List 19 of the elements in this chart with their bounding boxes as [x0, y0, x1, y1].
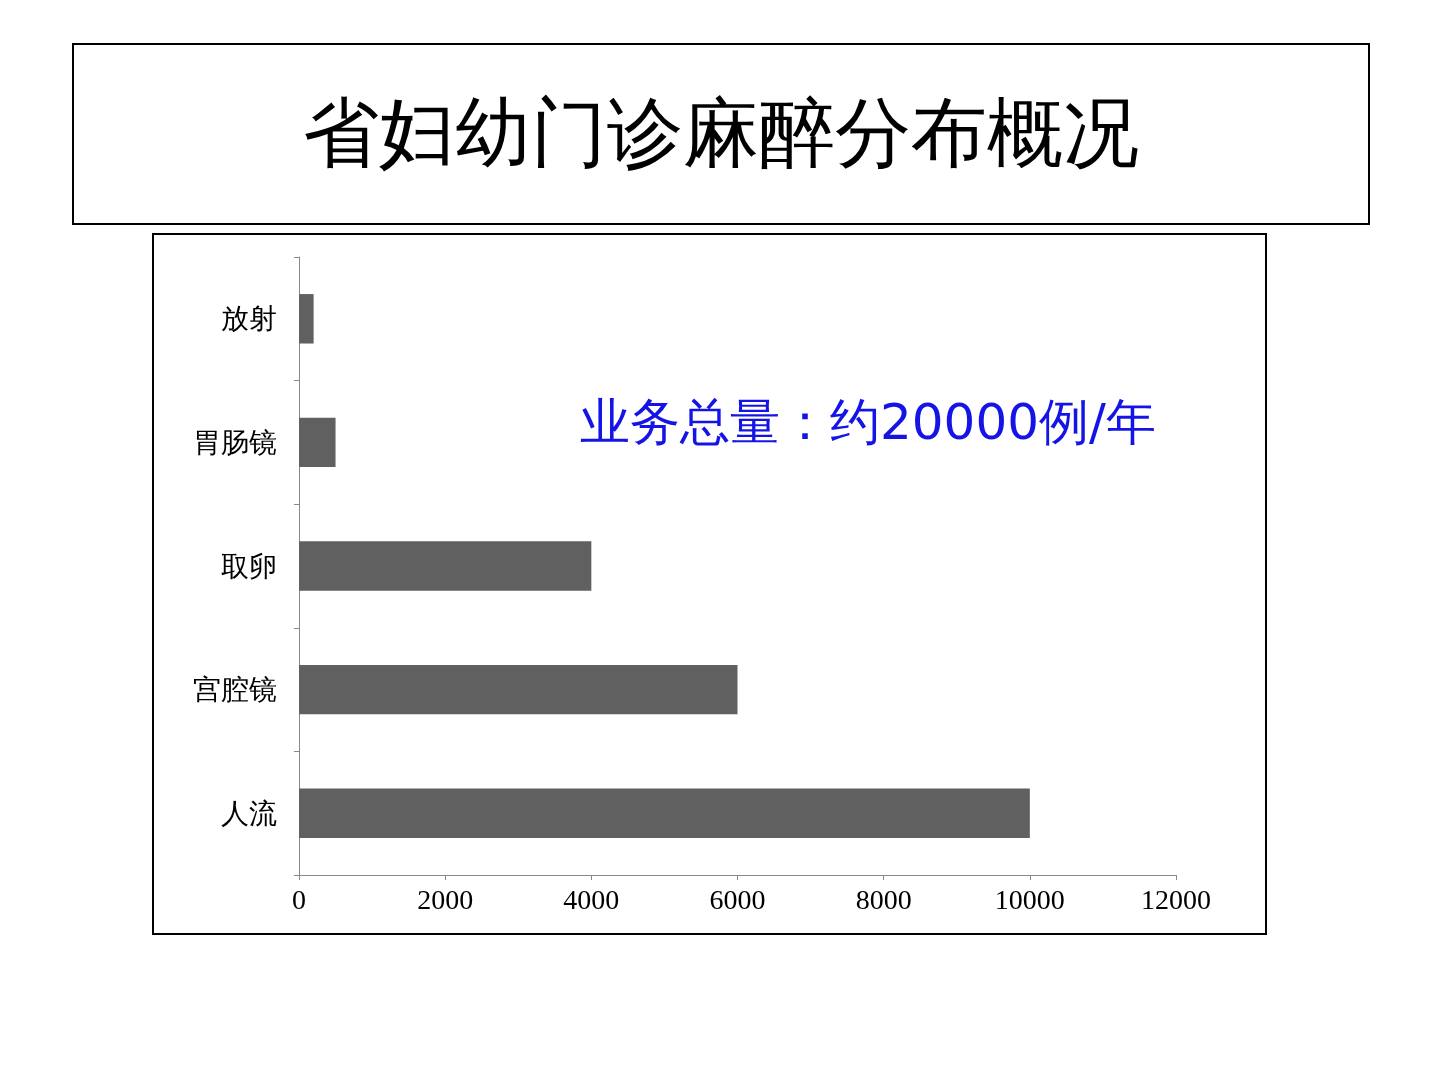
x-tick-label: 12000 — [1141, 883, 1211, 915]
x-tick-label: 6000 — [709, 883, 766, 915]
x-tick-label: 2000 — [417, 883, 474, 915]
bar — [299, 664, 738, 715]
bar — [299, 541, 592, 591]
x-tick-label: 0 — [292, 883, 306, 915]
y-tick-label: 取卵 — [221, 549, 277, 583]
x-tick-label: 10000 — [994, 883, 1065, 915]
y-tick-label: 人流 — [221, 796, 277, 830]
bar — [299, 417, 336, 468]
y-tick-label: 胃肠镜 — [193, 425, 277, 459]
annotation: 业务总量：约20000例/年 — [580, 393, 1156, 451]
x-tick-label: 4000 — [563, 883, 620, 915]
x-tick-label: 8000 — [855, 883, 912, 915]
y-tick-label: 放射 — [221, 302, 277, 336]
bar — [299, 788, 1030, 838]
bar — [299, 294, 314, 344]
y-tick-label: 宫腔镜 — [193, 673, 277, 707]
chart-title: 省妇幼门诊麻醉分布概况 — [72, 43, 1370, 225]
